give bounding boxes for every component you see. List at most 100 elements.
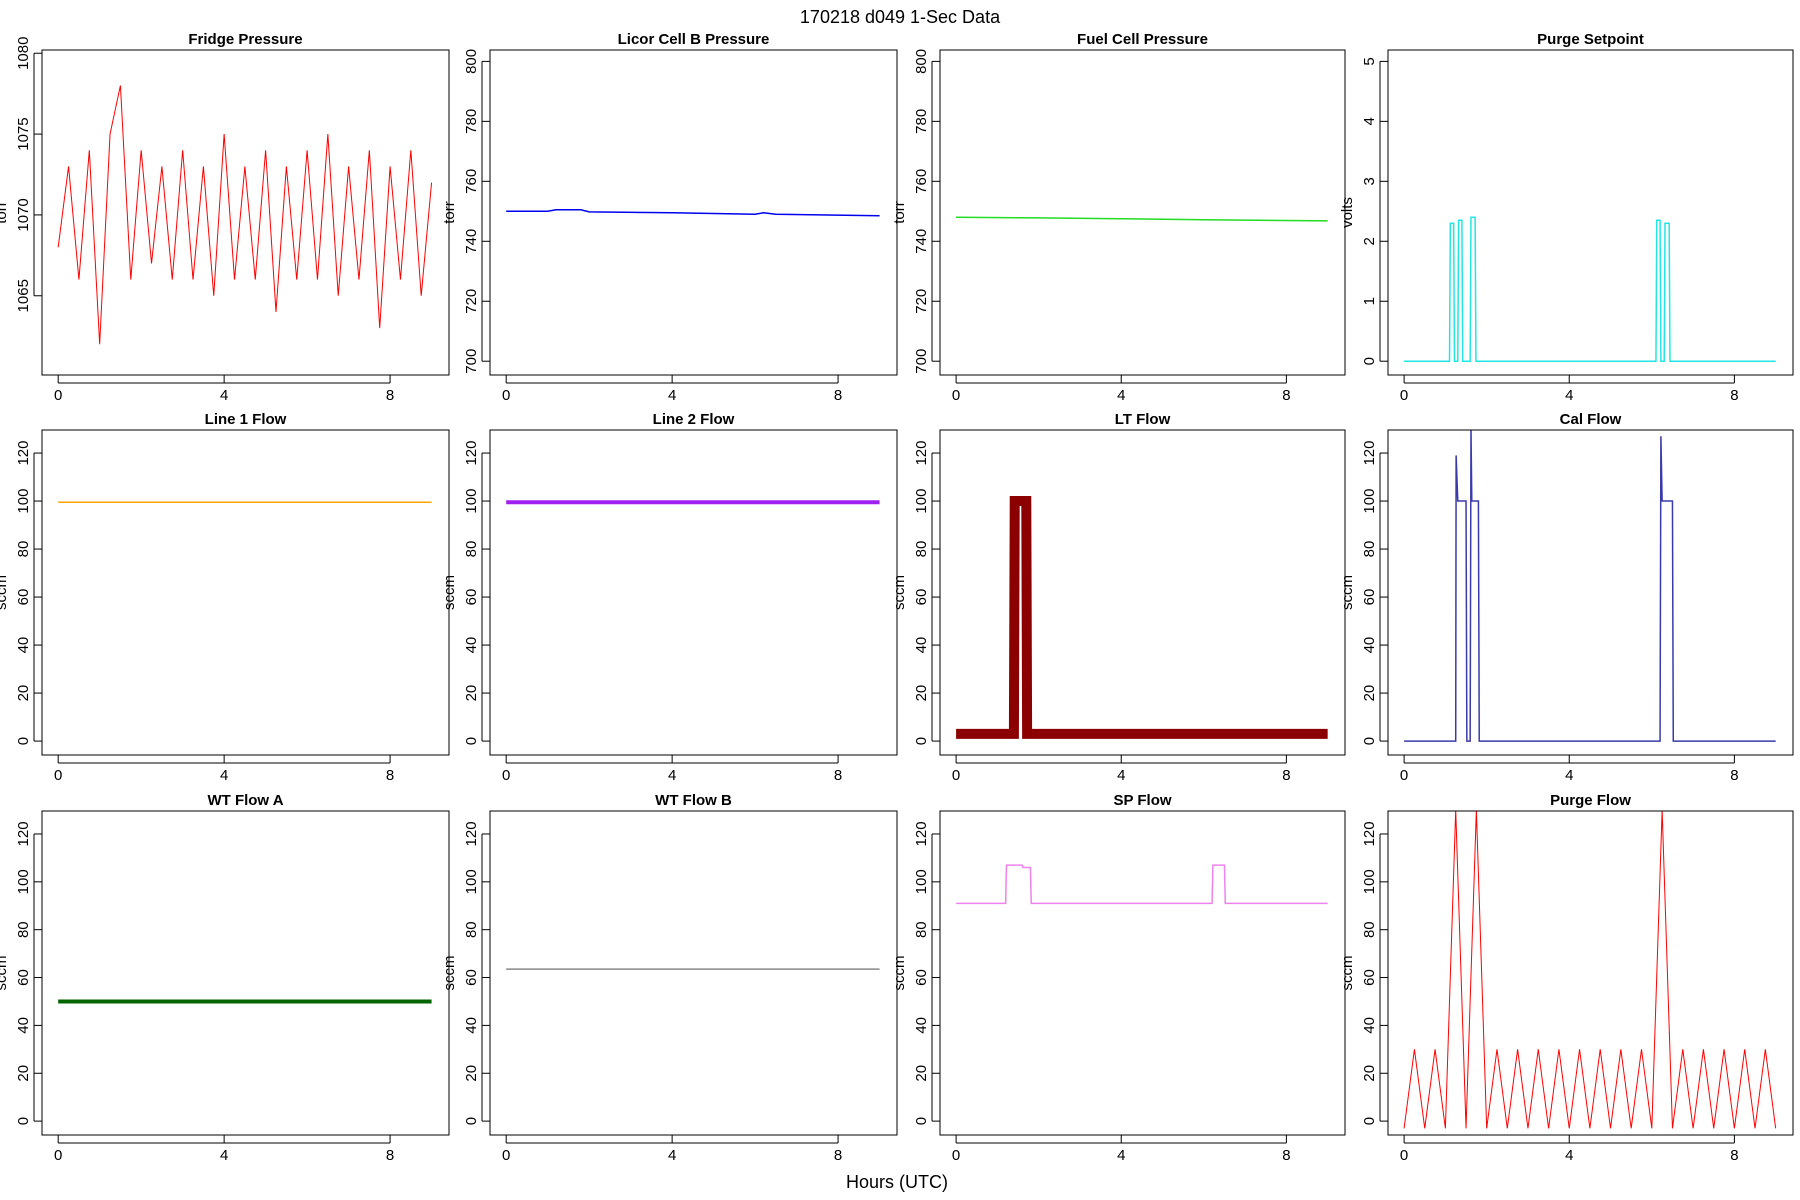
y-tick-label: 0 [15,737,32,745]
y-tick-label: 100 [913,489,930,514]
y-tick-label: 0 [463,1117,480,1125]
y-axis-label: torr [0,201,10,224]
y-tick-label: 20 [463,685,480,702]
data-line [1404,430,1776,742]
y-tick-label: 80 [1361,541,1378,558]
data-line [956,216,1328,222]
y-tick-label: 700 [463,349,480,374]
y-tick-label: 80 [463,541,480,558]
y-tick-label: 20 [15,1065,32,1082]
x-tick-label: 8 [1282,387,1290,404]
y-tick-label: 0 [1361,737,1378,745]
y-tick-label: 20 [1361,685,1378,702]
y-axis-label: sccm [891,575,908,610]
y-tick-label: 720 [913,289,930,314]
y-axis-label: sccm [891,956,908,991]
panel-title: WT Flow A [207,792,283,809]
y-tick-label: 40 [913,637,930,654]
y-tick-label: 0 [463,737,480,745]
x-tick-label: 8 [1282,1147,1290,1164]
y-axis-label: sccm [441,956,458,991]
plot-frame [939,810,1346,1136]
y-tick-label: 60 [463,589,480,606]
data-line [57,85,433,345]
y-tick-label: 60 [913,969,930,986]
y-tick-label: 120 [15,821,32,846]
x-axis-label: Hours (UTC) [846,1172,948,1192]
y-tick-label: 40 [463,637,480,654]
x-tick-label: 0 [952,387,960,404]
x-tick-label: 4 [220,1147,228,1164]
y-tick-label: 60 [463,969,480,986]
y-axis-label: sccm [1339,956,1356,991]
data-line [956,864,1328,905]
y-axis-label: sccm [1339,575,1356,610]
y-tick-label: 60 [913,589,930,606]
panel-title: Purge Setpoint [1537,31,1644,48]
y-tick-label: 80 [15,541,32,558]
x-tick-label: 0 [1400,767,1408,784]
data-line [956,496,1328,739]
x-tick-label: 8 [1730,1147,1738,1164]
y-tick-label: 120 [1361,441,1378,466]
y-tick-label: 100 [15,489,32,514]
y-tick-label: 700 [913,349,930,374]
y-tick-label: 80 [463,921,480,938]
y-axis-label: torr [891,201,908,224]
y-tick-label: 40 [1361,637,1378,654]
y-tick-label: 720 [463,289,480,314]
data-line [1403,811,1777,1129]
x-tick-label: 8 [1730,767,1738,784]
y-tick-label: 100 [15,869,32,894]
data-line [1404,216,1776,362]
x-tick-label: 4 [1117,767,1125,784]
panel: Fridge Pressure torr 0 4 8 1065 1070 1075 1080 [0,31,450,404]
x-tick-label: 4 [668,387,676,404]
y-tick-label: 120 [1361,821,1378,846]
y-tick-label: 40 [15,1017,32,1034]
plot-frame [489,810,898,1136]
y-tick-label: 740 [463,229,480,254]
panel: Fuel Cell Pressure torr 0 4 8 700 720 740 760 780… [891,31,1346,404]
x-tick-label: 8 [1730,387,1738,404]
y-tick-label: 40 [913,1017,930,1034]
y-tick-label: 100 [1361,869,1378,894]
plot-frame [41,49,450,376]
y-tick-label: 120 [913,441,930,466]
y-tick-label: 20 [913,1065,930,1082]
y-tick-label: 3 [1361,177,1378,185]
y-tick-label: 60 [15,589,32,606]
x-tick-label: 8 [834,387,842,404]
y-tick-label: 760 [463,169,480,194]
y-tick-label: 80 [913,921,930,938]
y-tick-label: 4 [1361,117,1378,125]
y-axis-label: sccm [0,956,10,991]
panel-title: SP Flow [1113,792,1171,809]
x-tick-label: 4 [1565,1147,1573,1164]
y-tick-label: 2 [1361,237,1378,245]
y-axis-label: volts [1339,197,1356,228]
y-tick-label: 120 [913,821,930,846]
panel-title: LT Flow [1115,411,1171,428]
x-tick-label: 0 [1400,387,1408,404]
y-tick-label: 5 [1361,57,1378,65]
y-tick-label: 40 [1361,1017,1378,1034]
y-axis-label: torr [441,201,458,224]
panel-title: Line 1 Flow [205,411,287,428]
x-tick-label: 8 [834,1147,842,1164]
plot-frame [41,429,450,756]
y-tick-label: 780 [913,109,930,134]
y-tick-label: 60 [1361,969,1378,986]
x-tick-label: 4 [1117,1147,1125,1164]
panel-title: WT Flow B [655,792,732,809]
x-tick-label: 0 [1400,1147,1408,1164]
x-tick-label: 8 [834,767,842,784]
